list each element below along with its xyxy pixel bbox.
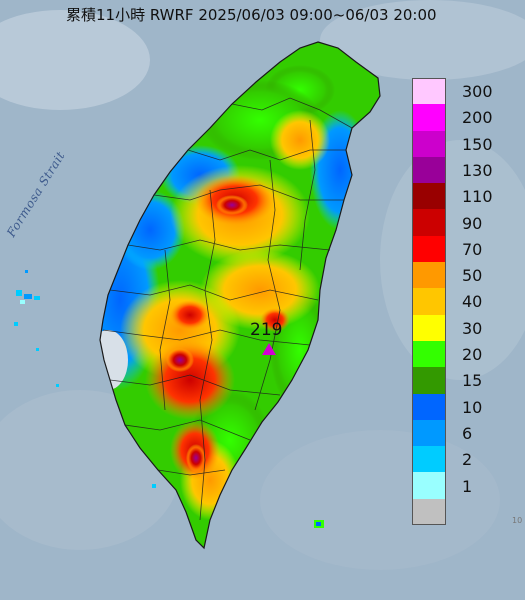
offshore-islands — [14, 270, 324, 528]
legend-swatch — [412, 419, 446, 447]
legend-label: 30 — [462, 318, 483, 338]
legend-swatch — [412, 156, 446, 184]
legend-swatch — [412, 314, 446, 341]
legend-swatch — [412, 288, 446, 315]
legend-label: 110 — [462, 187, 493, 207]
legend-swatch — [412, 498, 446, 526]
legend-swatch — [412, 209, 446, 236]
legend-swatch — [412, 183, 446, 210]
legend-label: 50 — [462, 266, 483, 286]
legend-swatch — [412, 340, 446, 368]
cloud-patch — [0, 10, 150, 110]
legend-swatch — [412, 262, 446, 289]
legend-swatch — [412, 446, 446, 473]
legend-label: 300 — [462, 82, 493, 101]
legend-swatch — [412, 78, 446, 105]
legend-label: 6 — [462, 423, 473, 443]
cloud-patch — [320, 0, 525, 80]
legend-label: 40 — [462, 292, 483, 312]
legend-swatch — [412, 367, 446, 394]
island-outline — [99, 41, 381, 550]
legend-swatch — [412, 393, 446, 420]
max-rainfall-marker-icon — [262, 343, 276, 355]
legend-swatch — [412, 472, 446, 499]
legend-swatch — [412, 104, 446, 131]
legend-label: 200 — [462, 108, 493, 128]
legend-label: 1 — [462, 476, 473, 496]
legend-label: 20 — [462, 345, 483, 364]
legend-swatch — [412, 130, 446, 157]
legend-label: 150 — [462, 134, 493, 154]
legend-label: 130 — [462, 160, 493, 180]
admin-boundaries — [102, 97, 353, 521]
max-rainfall-value: 219 — [250, 320, 283, 340]
color-legend — [412, 78, 452, 526]
legend-label: 70 — [462, 239, 483, 259]
legend-label: 90 — [462, 213, 483, 233]
corner-text: 10 — [512, 516, 523, 525]
legend-label: 15 — [462, 371, 483, 391]
legend-label: 2 — [462, 450, 473, 470]
map-title: 累積11小時 RWRF 2025/06/03 09:00~06/03 20:00 — [66, 6, 437, 24]
legend-swatch — [412, 235, 446, 263]
legend-label: 10 — [462, 397, 483, 417]
